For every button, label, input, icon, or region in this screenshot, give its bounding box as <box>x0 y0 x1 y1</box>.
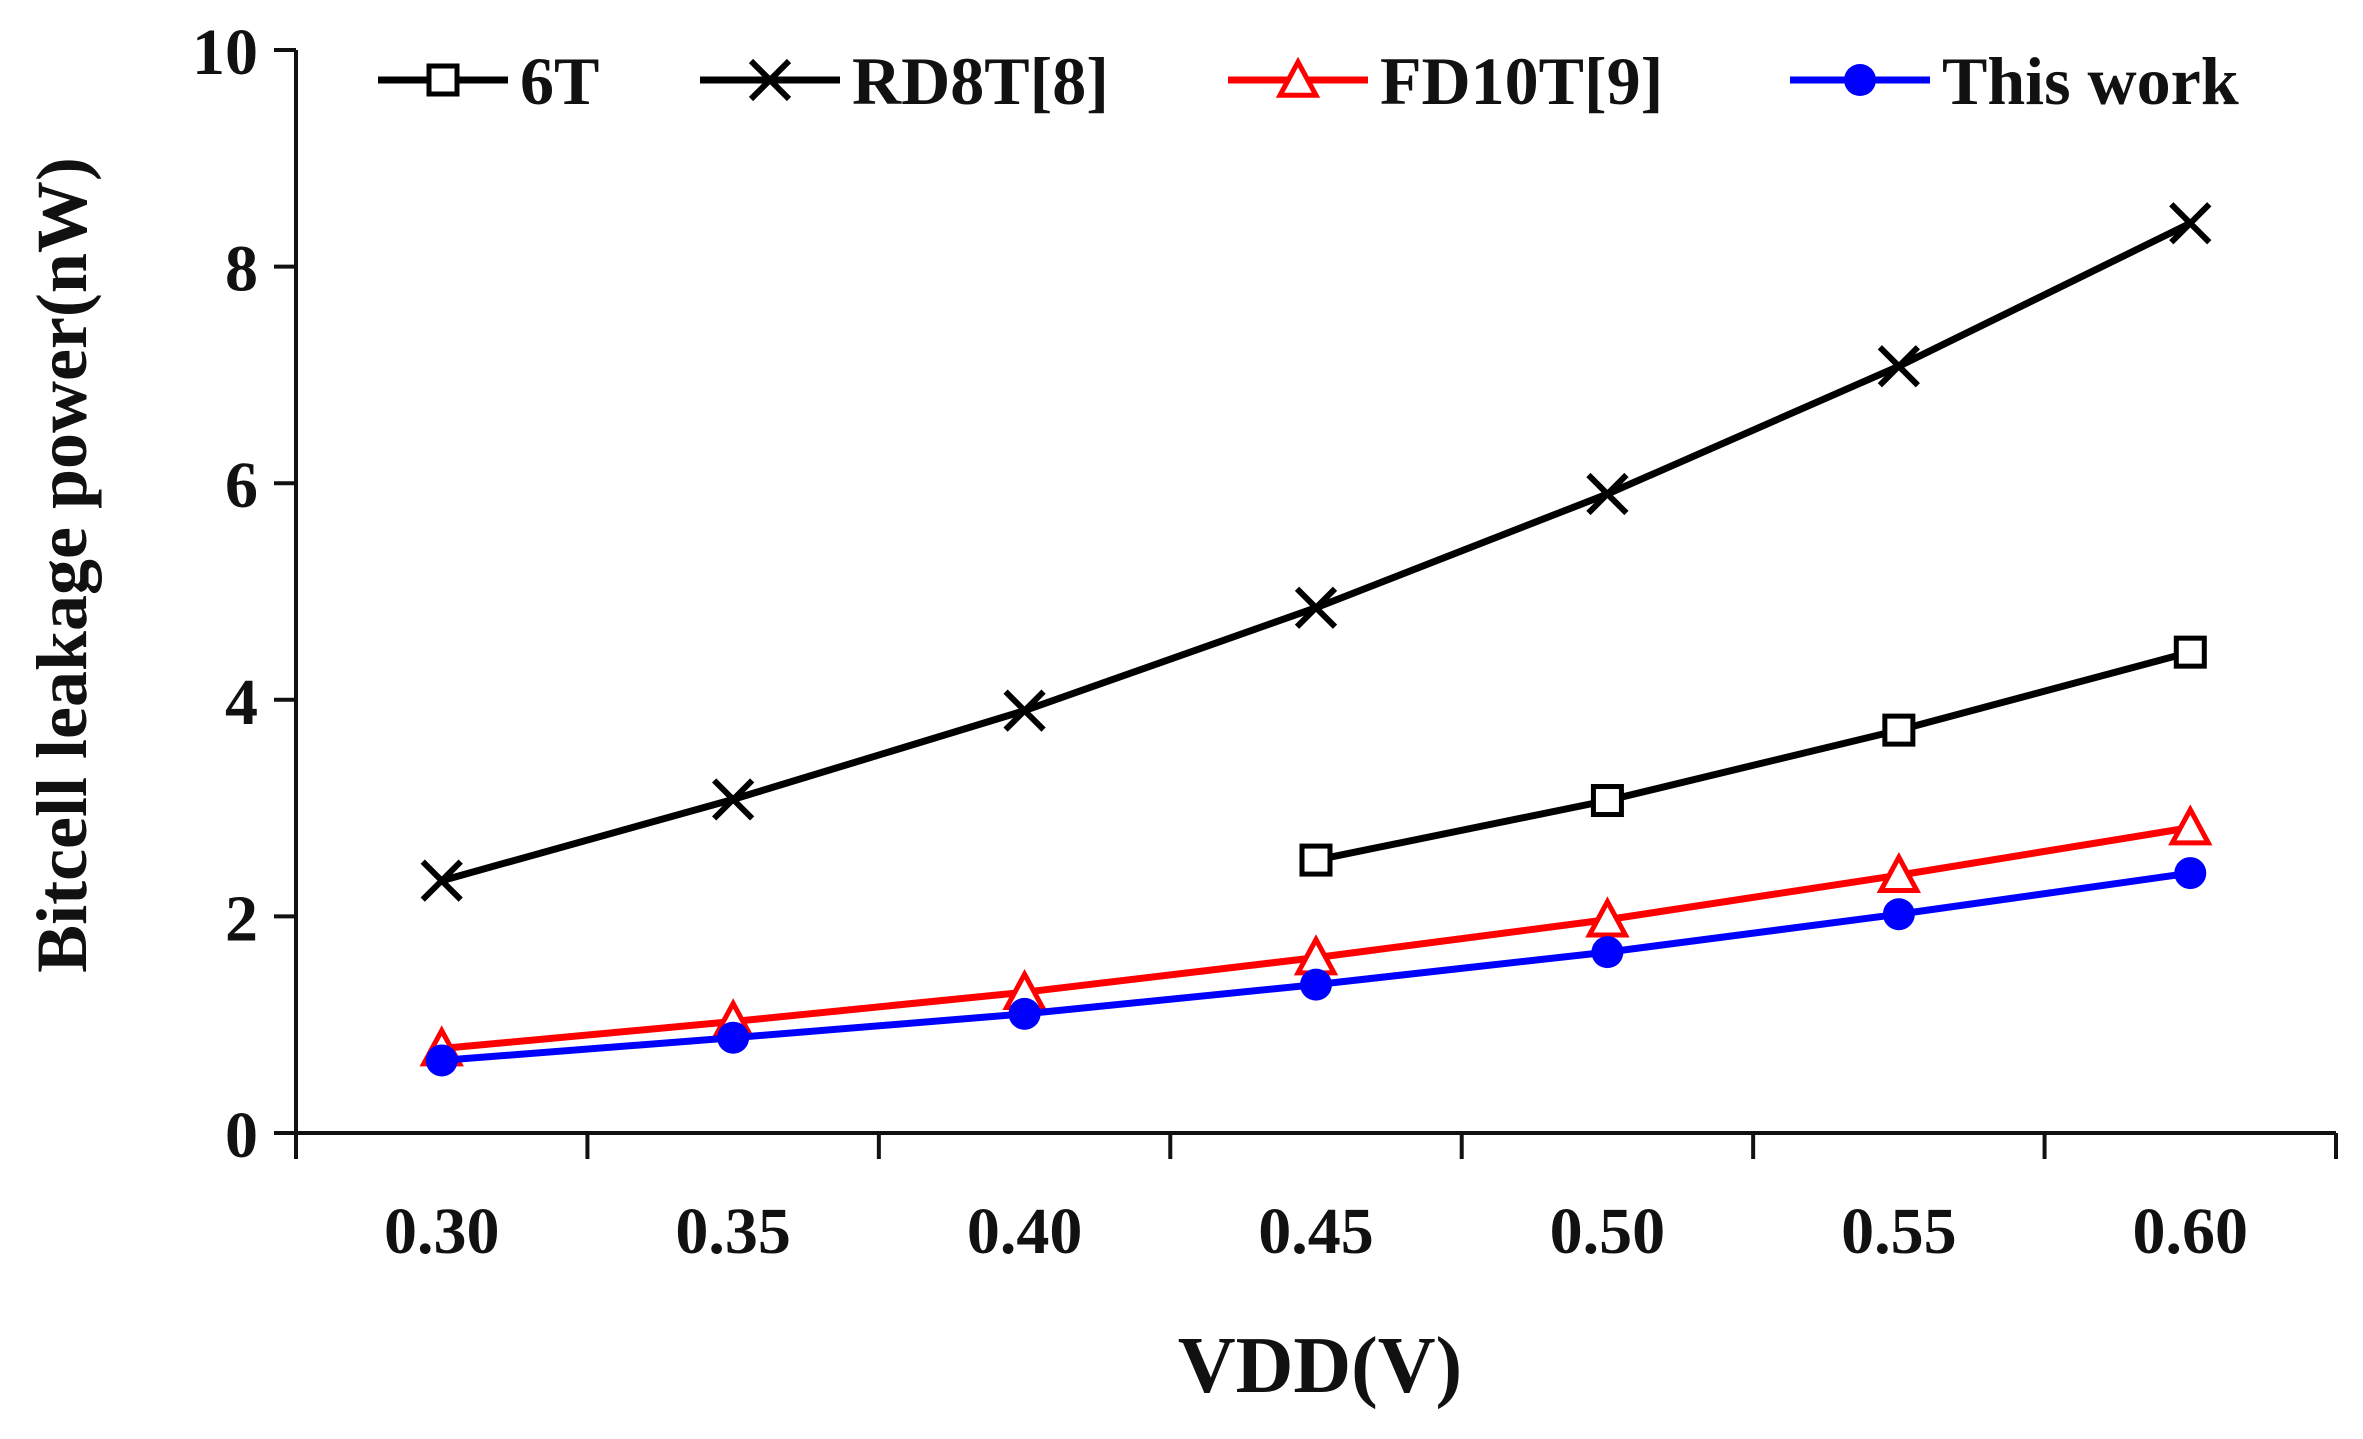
x-tick-label: 0.55 <box>1841 1195 1957 1268</box>
data-point <box>717 1021 750 1054</box>
legend-label: RD8T[8] <box>852 43 1109 119</box>
data-point <box>2168 804 2213 846</box>
x-tick-label: 0.45 <box>1258 1195 1374 1268</box>
legend-label: FD10T[9] <box>1380 43 1663 119</box>
y-axis-title: Bitcell leakage power(nW) <box>22 157 102 973</box>
data-point <box>1294 586 1338 629</box>
marker-stroke <box>712 778 755 821</box>
data-point <box>1585 896 1630 938</box>
data-point <box>1882 898 1915 931</box>
y-tick-label: 2 <box>225 882 258 955</box>
legend-label: 6T <box>520 43 599 119</box>
marker-stroke <box>2169 202 2212 245</box>
legend-swatch-marker <box>748 58 792 102</box>
data-point <box>1008 997 1041 1030</box>
legend-swatch-marker <box>426 63 460 97</box>
legend-item: This work <box>1790 43 2239 119</box>
x-tick-label: 0.60 <box>2133 1195 2249 1268</box>
series-layer <box>419 202 2213 1077</box>
data-point <box>1586 472 1629 516</box>
data-point <box>420 859 463 902</box>
data-point <box>1877 345 1920 388</box>
series-line <box>1315 648 2192 864</box>
data-point <box>1299 843 1333 877</box>
data-point <box>2169 202 2212 245</box>
y-tick-label: 8 <box>225 233 258 306</box>
data-point <box>1590 784 1624 818</box>
legend-item: RD8T[8] <box>700 43 1109 119</box>
legend-label: This work <box>1942 43 2239 119</box>
data-point <box>1876 851 1922 894</box>
marker-stroke <box>1003 689 1046 732</box>
marker-stroke <box>420 859 463 902</box>
y-tick-label: 4 <box>225 666 258 739</box>
data-point <box>1300 968 1332 1001</box>
marker-stroke <box>1294 586 1338 629</box>
data-point <box>1882 713 1916 747</box>
series-line <box>440 220 2192 885</box>
y-tick-label: 10 <box>192 16 258 89</box>
x-tick-label: 0.30 <box>384 1195 500 1268</box>
marker-stroke <box>1877 345 1920 388</box>
marker-stroke <box>1586 472 1629 516</box>
marker-stroke <box>748 58 792 102</box>
legend-swatch-marker <box>1844 64 1876 96</box>
data-point <box>2174 857 2207 890</box>
x-tick-label: 0.50 <box>1550 1195 1666 1268</box>
data-point <box>1003 689 1046 732</box>
x-tick-label: 0.35 <box>675 1195 791 1268</box>
data-point <box>2173 635 2207 669</box>
series-6t <box>1299 635 2207 877</box>
y-tick-label: 6 <box>225 449 258 522</box>
data-point <box>712 778 755 821</box>
legend-item: FD10T[9] <box>1228 43 1663 119</box>
legend-swatch-marker <box>1275 56 1321 98</box>
legend: 6T RD8T[8] FD10T[9] This work <box>378 43 2239 119</box>
x-tick-label: 0.40 <box>967 1195 1083 1268</box>
series-rd8t-8 <box>420 202 2212 902</box>
legend-item: 6T <box>378 43 599 119</box>
series-this-work <box>425 857 2207 1077</box>
x-axis-title: VDD(V) <box>1178 1322 1462 1410</box>
axes: 0 2 4 6 8 10 0.30 0.35 0.40 0.45 0.50 0.55 0.60 <box>192 16 2338 1268</box>
data-point <box>1591 936 1624 969</box>
data-point <box>425 1044 458 1077</box>
y-tick-label: 0 <box>225 1099 258 1172</box>
